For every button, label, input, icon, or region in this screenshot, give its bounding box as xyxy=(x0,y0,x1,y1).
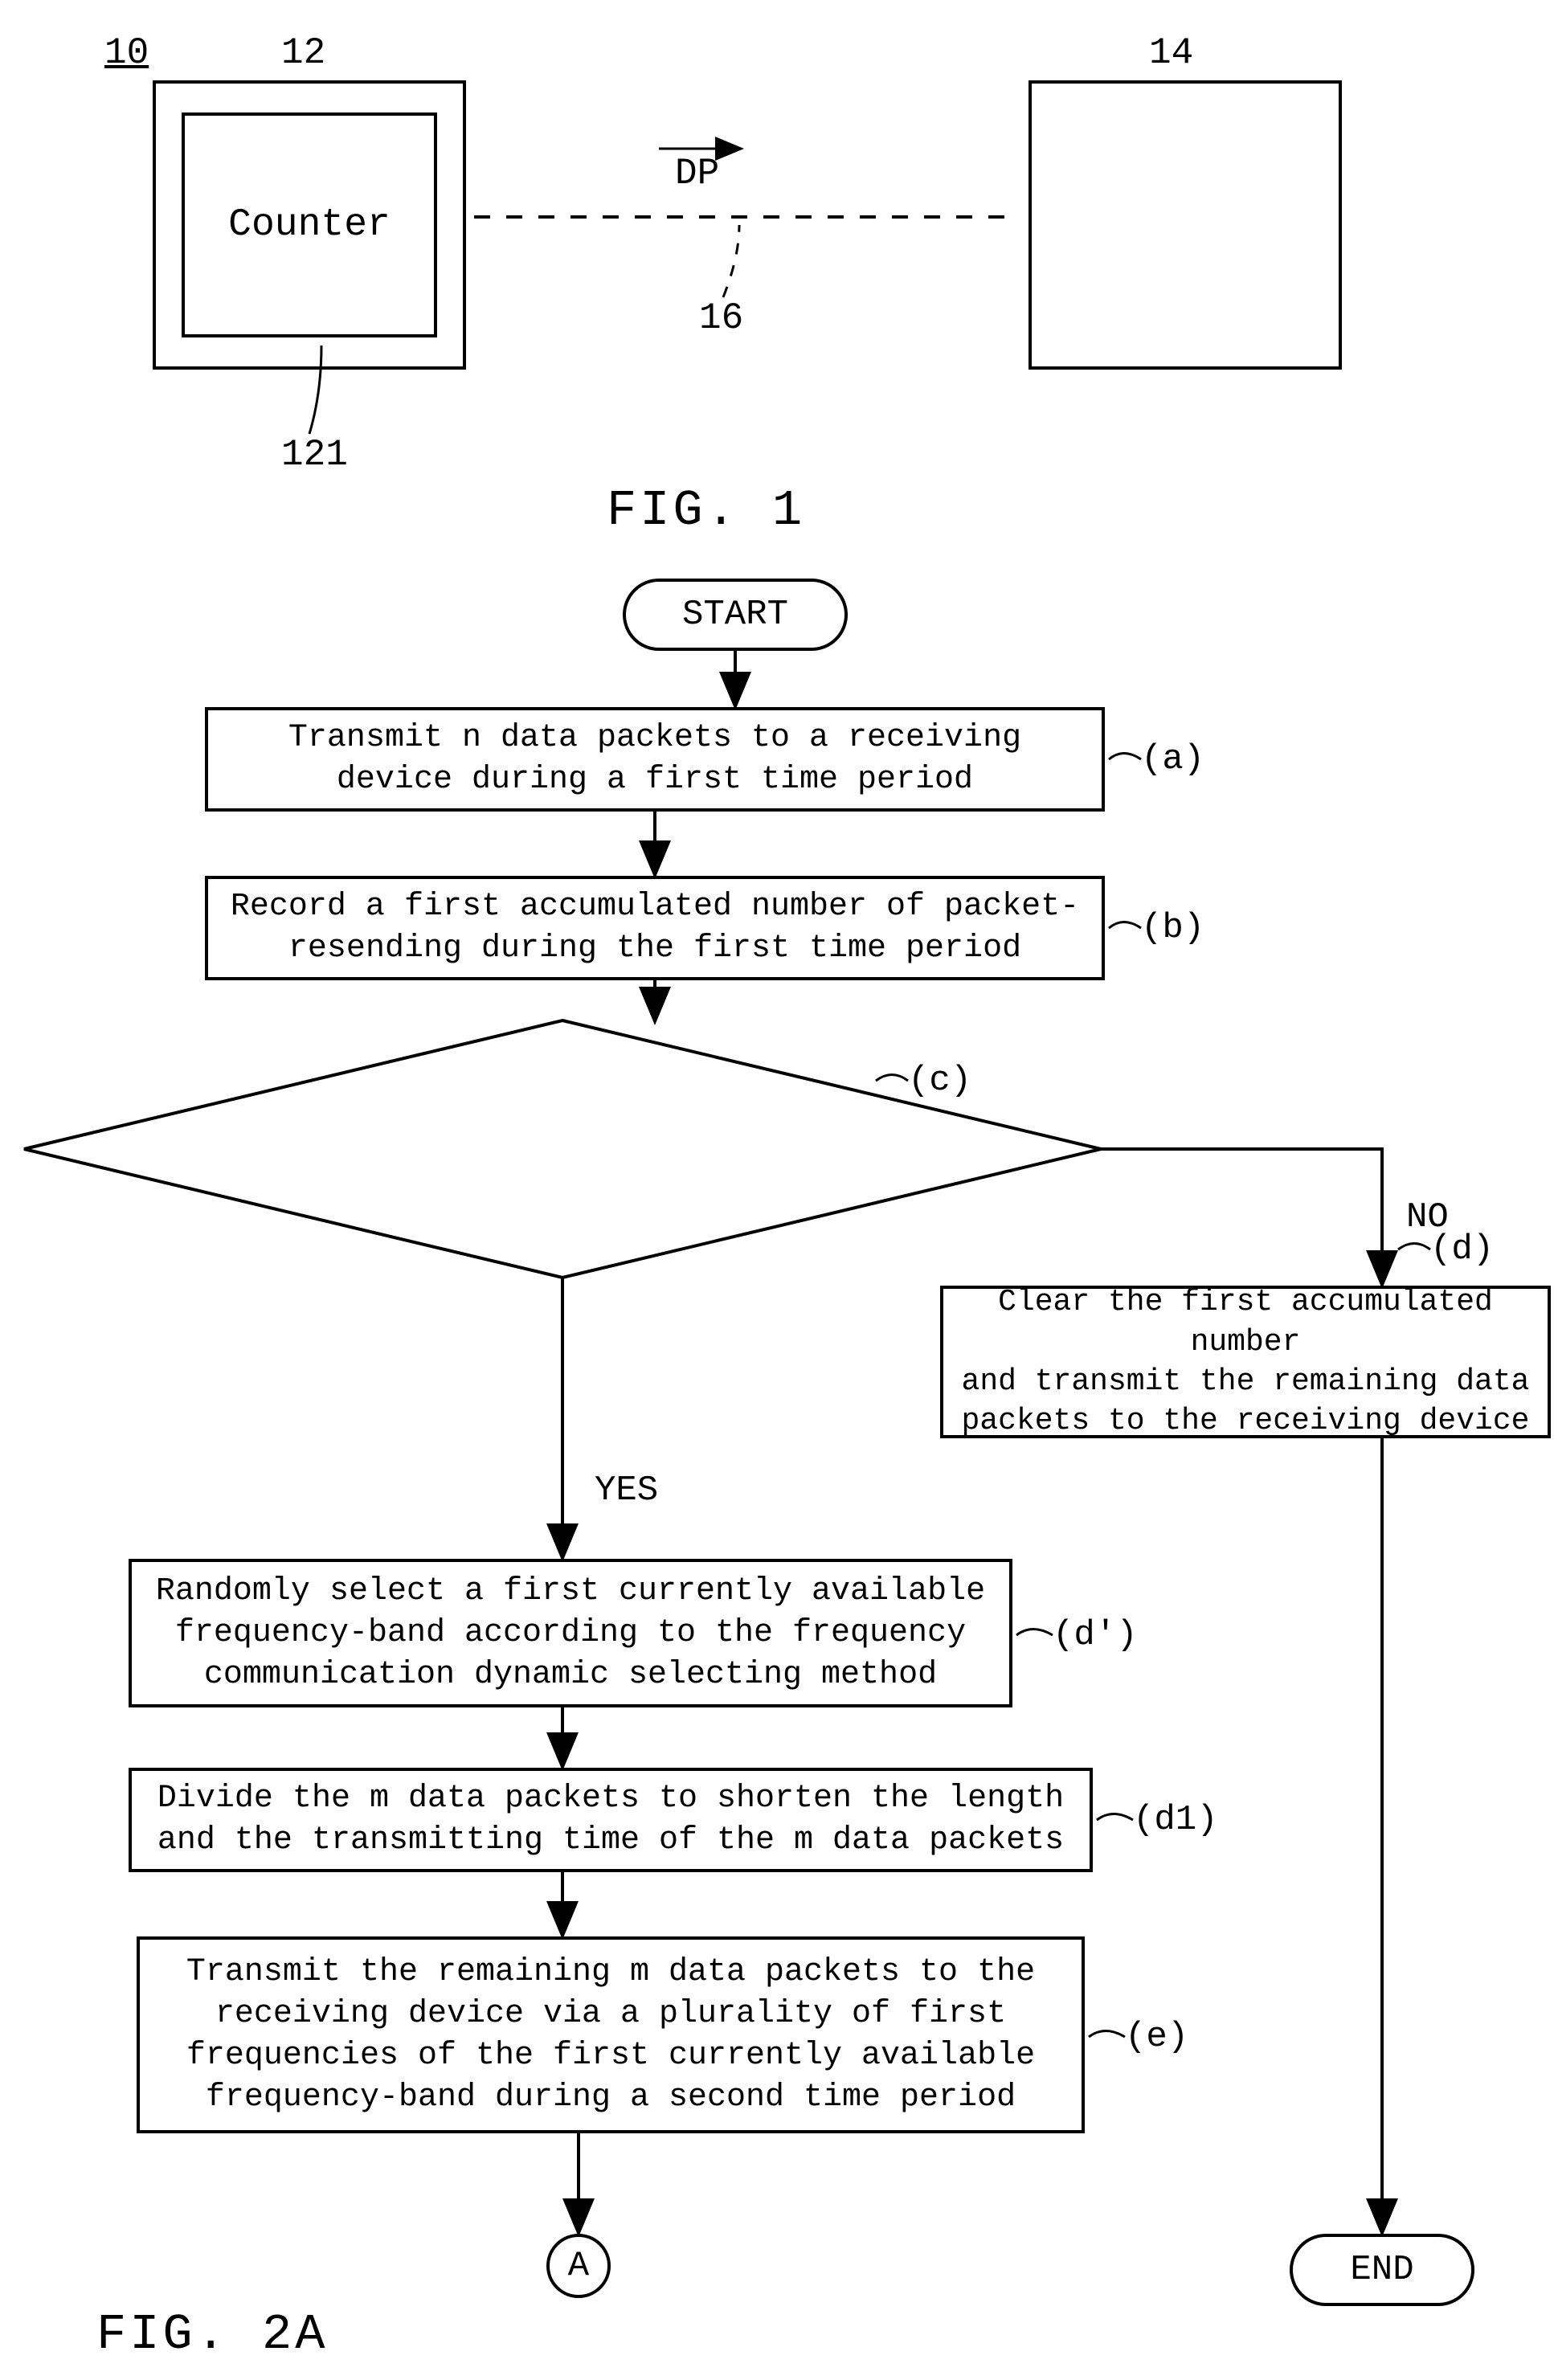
fig2a-decision-line3: value xyxy=(273,1157,852,1196)
fig1-ref-10: 10 xyxy=(104,32,149,74)
fig2a-step-b-line1: resending during the first time period xyxy=(288,928,1021,970)
fig2a-start: START xyxy=(623,579,848,651)
fig1-dp-label: DP xyxy=(675,153,719,194)
fig2a-decision-line2: number exceeds a predetermined xyxy=(273,1118,852,1157)
fig1-right-box xyxy=(1029,80,1342,370)
fig2a-decision-text: Determine whether the first accumulated … xyxy=(273,1038,852,1197)
fig2a-label-c: (c) xyxy=(908,1061,971,1101)
fig1-ref-12: 12 xyxy=(281,32,325,74)
fig2a-step-dprime-line0: Randomly select a first currently availa… xyxy=(156,1571,985,1613)
fig2a-step-e-line0: Transmit the remaining m data packets to… xyxy=(186,1952,1035,1994)
fig2a-no-label: NO xyxy=(1406,1197,1449,1237)
fig2a-label-a: (a) xyxy=(1141,739,1204,779)
fig2a-end: END xyxy=(1290,2234,1474,2306)
fig2a-step-b-line0: Record a first accumulated number of pac… xyxy=(231,886,1079,928)
fig2a-step-d1-line0: Divide the m data packets to shorten the… xyxy=(157,1778,1064,1820)
fig2a-step-d1-line1: and the transmitting time of the m data … xyxy=(157,1820,1064,1862)
fig2a-step-a-line0: Transmit n data packets to a receiving xyxy=(288,718,1021,759)
fig2a-caption: FIG. 2A xyxy=(96,2306,328,2363)
fig1-caption: FIG. 1 xyxy=(607,482,805,539)
fig2a-step-dprime: Randomly select a first currently availa… xyxy=(129,1559,1012,1707)
fig2a-decision-line1: whether the first accumulated xyxy=(273,1078,852,1117)
fig2a-decision-line0: Determine xyxy=(273,1038,852,1078)
fig2a-label-dprime: (d') xyxy=(1053,1615,1138,1655)
fig1-ref-121: 121 xyxy=(281,434,348,476)
fig2a-step-a-line1: device during a first time period xyxy=(337,759,973,801)
fig2a-label-d1: (d1) xyxy=(1133,1800,1218,1840)
fig2a-step-e-line2: frequencies of the first currently avail… xyxy=(186,2035,1035,2077)
fig2a-step-dprime-line2: communication dynamic selecting method xyxy=(204,1654,937,1696)
fig2a-step-e: Transmit the remaining m data packets to… xyxy=(137,1936,1085,2133)
fig2a-step-b: Record a first accumulated number of pac… xyxy=(205,876,1105,980)
fig1-ref-16: 16 xyxy=(699,297,743,339)
fig2a-yes-label: YES xyxy=(595,1470,658,1511)
fig2a-step-e-line1: receiving device via a plurality of firs… xyxy=(215,1994,1006,2035)
fig2a-connector-a: A xyxy=(546,2234,611,2298)
fig1-ref-14: 14 xyxy=(1149,32,1193,74)
fig2a-step-d-line0: Clear the first accumulated number xyxy=(943,1282,1548,1362)
fig2a-step-a: Transmit n data packets to a receiving d… xyxy=(205,707,1105,812)
fig2a-step-d1: Divide the m data packets to shorten the… xyxy=(129,1768,1093,1872)
fig1-counter-box: Counter xyxy=(182,112,437,337)
fig2a-label-b: (b) xyxy=(1141,908,1204,948)
fig2a-label-e: (e) xyxy=(1125,2017,1188,2057)
fig2a-step-dprime-line1: frequency-band according to the frequenc… xyxy=(175,1613,966,1654)
fig2a-step-d: Clear the first accumulated number and t… xyxy=(940,1286,1551,1438)
fig2a-step-d-line1: and transmit the remaining data xyxy=(962,1362,1530,1401)
fig2a-step-e-line3: frequency-band during a second time peri… xyxy=(206,2077,1016,2119)
fig2a-step-d-line2: packets to the receiving device xyxy=(962,1401,1530,1441)
